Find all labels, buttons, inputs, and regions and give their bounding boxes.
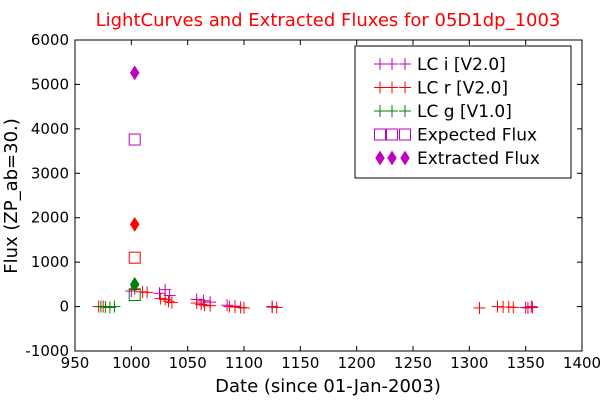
plus-point <box>108 300 121 313</box>
legend-plus-icon <box>399 81 411 94</box>
y-tick-label: -1000 <box>25 342 69 360</box>
legend-plus-icon <box>374 58 386 70</box>
plus-point <box>270 301 283 314</box>
chart-title: LightCurves and Extracted Fluxes for 05D… <box>96 10 561 31</box>
legend-item: LC i [V2.0] <box>374 55 506 75</box>
x-tick-label: 950 <box>61 354 90 372</box>
plus-point <box>165 296 178 309</box>
data-marks <box>92 65 539 314</box>
plus-point <box>195 298 208 311</box>
plus-point <box>507 301 520 314</box>
legend-plus-icon <box>374 105 386 117</box>
y-tick-label: 6000 <box>31 31 69 49</box>
legend-label: LC i [V2.0] <box>417 55 506 75</box>
legend-plus-icon <box>386 105 398 117</box>
legend-plus-icon <box>374 81 386 94</box>
y-tick-label: 5000 <box>31 75 69 93</box>
legend-plus-icon <box>399 58 411 70</box>
extracted-flux-point <box>129 216 140 232</box>
expected-flux-point <box>128 251 141 264</box>
legend-label: LC r [V2.0] <box>417 79 508 99</box>
plus-point <box>125 285 138 298</box>
y-axis-label: Flux (ZP_ab=30.) <box>1 118 22 274</box>
y-tick-label: 4000 <box>31 120 69 138</box>
y-tick-label: 3000 <box>31 164 69 182</box>
legend-square-icon <box>386 128 398 141</box>
plus-point <box>190 297 203 310</box>
legend-plus-icon <box>399 105 411 117</box>
legend-item: LC g [V1.0] <box>374 102 512 122</box>
plus-point <box>473 301 486 314</box>
plus-point <box>103 301 116 314</box>
legend-plus-icon <box>386 58 398 70</box>
plot-area <box>74 39 583 352</box>
x-tick-label: 1300 <box>450 354 488 372</box>
legend: LC i [V2.0] LC r [V2.0] LC g [V1.0] Expecte… <box>354 45 572 179</box>
legend-diamond-icon <box>375 150 385 166</box>
legend-diamond-icon <box>387 150 397 166</box>
legend-item: Extracted Flux <box>375 149 540 169</box>
y-axis-ticks: -1000 0 1000 2000 3000 4000 5000 6000 <box>25 31 582 360</box>
plus-point <box>526 301 539 314</box>
extracted-flux-point <box>129 276 140 292</box>
x-tick-label: 1000 <box>112 354 150 372</box>
x-tick-label: 1150 <box>281 354 319 372</box>
plus-point <box>162 295 175 308</box>
x-tick-label: 1200 <box>338 354 376 372</box>
y-tick-label: 2000 <box>31 209 69 227</box>
x-tick-label: 1400 <box>563 354 600 372</box>
legend-label: Expected Flux <box>417 126 537 146</box>
y-tick-label: 1000 <box>31 253 69 271</box>
plus-point <box>141 286 154 299</box>
plus-point <box>159 293 172 306</box>
legend-label: LC g [V1.0] <box>417 102 512 122</box>
legend-item: Expected Flux <box>374 126 537 146</box>
plus-point <box>221 299 234 312</box>
extracted-flux-point <box>129 65 140 81</box>
x-axis-ticks: 950 1000 1050 1100 1150 1200 1250 1300 1350 1400 <box>61 40 600 372</box>
legend-square-icon <box>374 128 386 141</box>
x-tick-label: 1100 <box>225 354 263 372</box>
y-tick-label: 0 <box>59 298 69 316</box>
plus-point <box>153 287 166 300</box>
expected-flux-point <box>128 133 141 146</box>
legend-plus-icon <box>386 81 398 94</box>
x-tick-label: 1050 <box>169 354 207 372</box>
x-tick-label: 1250 <box>394 354 432 372</box>
legend-diamond-icon <box>400 150 410 166</box>
plus-point <box>204 299 217 312</box>
legend-label: Extracted Flux <box>417 149 540 169</box>
x-tick-label: 1350 <box>507 354 545 372</box>
legend-item: LC r [V2.0] <box>374 79 508 99</box>
x-axis-label: Date (since 01-Jan-2003) <box>215 376 441 397</box>
plus-point <box>154 292 167 305</box>
legend-square-icon <box>399 128 411 141</box>
plus-point <box>525 300 538 313</box>
plus-point <box>238 301 250 314</box>
